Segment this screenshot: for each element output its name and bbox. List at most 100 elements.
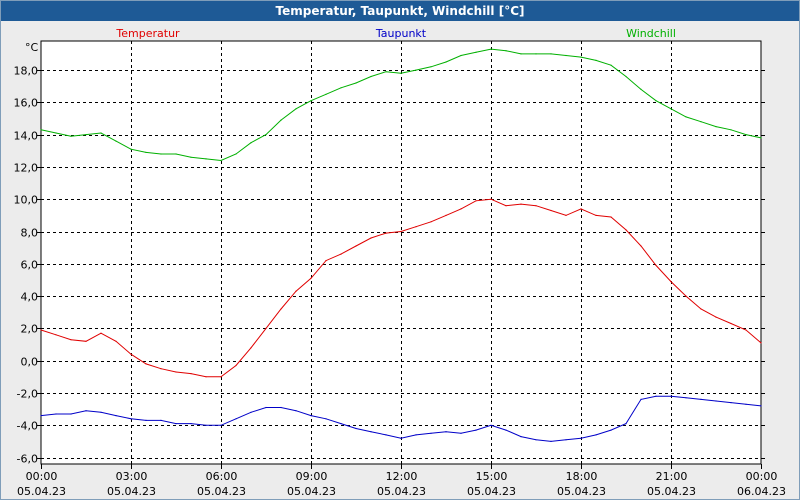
- legend-windchill: Windchill: [626, 27, 676, 40]
- y-tick-label: 14,0: [14, 130, 39, 143]
- data-point-windchill: [355, 82, 357, 84]
- y-tick-label: 12,0: [14, 162, 39, 175]
- data-point-taupunkt: [100, 411, 102, 413]
- y-tick-label: 0,0: [21, 356, 39, 369]
- data-point-windchill: [145, 151, 147, 153]
- data-point-taupunkt: [325, 418, 327, 420]
- data-point-windchill: [640, 88, 642, 90]
- data-point-windchill: [715, 126, 717, 128]
- data-point-temperatur: [445, 214, 447, 216]
- data-point-temperatur: [115, 340, 117, 342]
- data-point-temperatur: [100, 332, 102, 334]
- data-point-taupunkt: [745, 403, 747, 405]
- data-point-taupunkt: [355, 427, 357, 430]
- data-point-temperatur: [565, 214, 567, 216]
- data-point-windchill: [100, 132, 102, 134]
- y-tick-label: 6,0: [21, 259, 39, 272]
- data-point-taupunkt: [400, 437, 402, 439]
- data-point-temperatur: [355, 245, 357, 247]
- data-point-windchill: [280, 119, 282, 121]
- x-tick-date-label: 05.04.23: [107, 485, 156, 498]
- data-point-taupunkt: [595, 434, 597, 436]
- data-point-windchill: [160, 153, 162, 155]
- data-point-windchill: [385, 71, 387, 73]
- data-point-temperatur: [715, 316, 717, 318]
- data-point-temperatur: [160, 368, 162, 370]
- data-point-taupunkt: [190, 423, 192, 425]
- data-point-temperatur: [610, 216, 612, 218]
- data-point-temperatur: [415, 226, 417, 228]
- data-point-windchill: [460, 54, 462, 57]
- data-point-taupunkt: [250, 411, 252, 413]
- data-point-taupunkt: [700, 398, 702, 400]
- x-tick-date-label: 05.04.23: [17, 485, 66, 498]
- data-point-taupunkt: [205, 424, 207, 426]
- data-point-temperatur: [505, 205, 507, 207]
- data-point-temperatur: [745, 329, 747, 331]
- y-tick-label: 16,0: [14, 97, 39, 110]
- data-point-taupunkt: [505, 429, 507, 431]
- x-tick-date-label: 05.04.23: [467, 485, 516, 498]
- data-point-windchill: [265, 134, 267, 136]
- data-point-taupunkt: [175, 423, 177, 425]
- data-point-taupunkt: [610, 429, 612, 431]
- data-point-windchill: [700, 121, 702, 123]
- data-point-windchill: [40, 129, 42, 131]
- data-point-taupunkt: [430, 432, 432, 434]
- data-point-windchill: [70, 135, 72, 137]
- data-point-taupunkt: [160, 419, 162, 421]
- data-point-temperatur: [760, 342, 762, 344]
- data-point-windchill: [340, 87, 342, 89]
- data-point-windchill: [535, 53, 537, 55]
- x-tick-time-label: 09:00: [296, 470, 328, 483]
- data-point-taupunkt: [145, 419, 147, 421]
- data-point-temperatur: [340, 253, 342, 255]
- data-point-taupunkt: [385, 434, 387, 436]
- data-point-temperatur: [220, 376, 222, 378]
- y-axis-unit-label: °C: [25, 41, 39, 54]
- data-point-temperatur: [625, 229, 627, 231]
- data-point-temperatur: [730, 322, 732, 325]
- data-point-windchill: [55, 132, 57, 134]
- grid-lines: [41, 41, 761, 464]
- data-point-temperatur: [235, 364, 237, 367]
- x-tick-time-label: 00:00: [746, 470, 778, 483]
- data-point-windchill: [115, 140, 117, 142]
- data-point-windchill: [175, 153, 177, 155]
- data-point-windchill: [610, 64, 612, 66]
- data-point-temperatur: [280, 308, 282, 310]
- data-point-taupunkt: [625, 423, 627, 425]
- data-point-windchill: [130, 148, 132, 150]
- x-tick-time-label: 15:00: [476, 470, 508, 483]
- data-point-taupunkt: [415, 434, 417, 436]
- data-point-temperatur: [475, 200, 477, 202]
- x-tick-time-label: 06:00: [206, 470, 238, 483]
- data-point-taupunkt: [535, 439, 537, 441]
- data-point-windchill: [670, 108, 672, 110]
- data-point-temperatur: [175, 371, 177, 373]
- x-tick-date-label: 05.04.23: [197, 485, 246, 498]
- data-point-temperatur: [700, 308, 702, 310]
- data-point-windchill: [505, 50, 507, 52]
- data-point-taupunkt: [85, 410, 87, 412]
- data-point-windchill: [490, 48, 492, 50]
- data-point-windchill: [430, 66, 432, 68]
- data-point-windchill: [475, 51, 477, 53]
- y-tick-label: -6,0: [17, 453, 38, 466]
- axes: -6,0 -4,0 -2,0 0,0 2,0 4,0 6,0 8,0 10,0 12,0 14,0 1…: [14, 65, 786, 499]
- data-point-windchill: [370, 75, 372, 78]
- data-point-windchill: [205, 158, 207, 160]
- data-point-temperatur: [400, 230, 402, 233]
- data-point-temperatur: [580, 208, 582, 210]
- y-tick-label: 10,0: [14, 194, 39, 207]
- legend: Temperatur Taupunkt Windchill: [115, 27, 676, 40]
- data-point-taupunkt: [235, 418, 237, 420]
- data-point-taupunkt: [370, 431, 372, 433]
- data-point-taupunkt: [685, 397, 687, 399]
- window-title: Temperatur, Taupunkt, Windchill [°C]: [1, 1, 799, 21]
- data-point-temperatur: [325, 260, 327, 262]
- data-point-taupunkt: [130, 418, 132, 420]
- x-tick-time-label: 18:00: [566, 470, 598, 483]
- data-point-taupunkt: [295, 410, 297, 412]
